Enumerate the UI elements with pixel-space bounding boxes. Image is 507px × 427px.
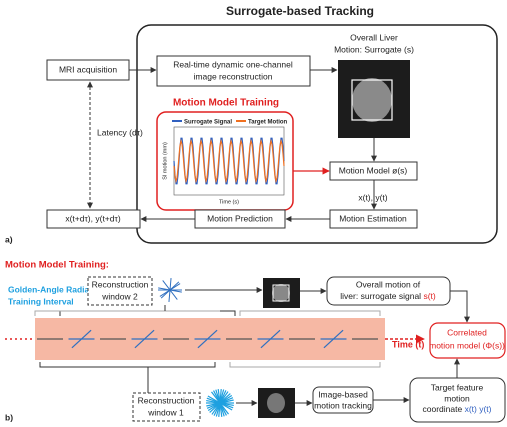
title: Motion Model Training:: [5, 260, 109, 271]
target: Target feature: [431, 382, 484, 392]
y-axis: SI motion (mm): [162, 142, 168, 180]
panel-label: b): [5, 412, 13, 422]
overall: Motion: Surrogate (s): [334, 44, 414, 54]
bracket: [60, 311, 235, 316]
liver: [267, 393, 285, 413]
target: coordinate x(t) y(t): [423, 404, 492, 414]
panel-label: a): [5, 234, 13, 244]
latency: Latency (dτ): [97, 127, 143, 137]
overall: Overall Liver: [350, 32, 398, 42]
x-axis: Time (s): [219, 199, 239, 205]
overall: liver: surrogate signal s(t): [340, 291, 436, 301]
correlated: motion model (Φ(s)): [429, 340, 505, 350]
estimation: Motion Estimation: [339, 213, 407, 223]
motion-model: Motion Model ø(s): [339, 165, 408, 175]
bracket: [230, 362, 380, 367]
panel-a: Surrogate-based Tracking MRI acquisition…: [5, 4, 497, 244]
window2: Reconstruction: [92, 279, 149, 289]
overall: Overall motion of: [356, 279, 421, 289]
target: motion: [444, 393, 470, 403]
training-title: Motion Model Training: [173, 98, 279, 109]
interval: Golden-Angle Radial: [8, 284, 92, 294]
bracket: [40, 362, 215, 367]
legend: Target Motion: [248, 120, 288, 126]
liver: [272, 284, 290, 302]
recon: image reconstruction: [194, 71, 273, 81]
title: Surrogate-based Tracking: [226, 4, 374, 18]
training-box: [157, 112, 293, 210]
interval: Training Interval: [8, 296, 74, 306]
liver: [352, 78, 392, 122]
mri: MRI acquisition: [59, 64, 117, 74]
overall-signal: s(t): [423, 291, 435, 301]
correlated: Correlated: [447, 327, 487, 337]
recon: Real-time dynamic one-channel: [173, 59, 293, 69]
arrow: [450, 291, 467, 322]
tracking: motion tracking: [314, 400, 372, 410]
target: coordinate: [423, 404, 465, 414]
output: x(t+dτ), y(t+dτ): [65, 213, 121, 223]
legend: Surrogate Signal: [184, 120, 232, 126]
xy: x(t), y(t): [358, 192, 387, 202]
window1: window 1: [147, 407, 184, 417]
window1: Reconstruction: [138, 395, 195, 405]
overall: liver: surrogate signal: [340, 291, 423, 301]
diagram: Surrogate-based Tracking MRI acquisition…: [0, 0, 507, 427]
prediction: Motion Prediction: [207, 213, 273, 223]
tracking: Image-based: [318, 389, 368, 399]
bracket: [35, 311, 220, 316]
bracket: [240, 311, 380, 316]
time: Time (t): [392, 339, 424, 349]
window2: window 2: [101, 291, 138, 301]
target-coord: x(t) y(t): [465, 404, 492, 414]
